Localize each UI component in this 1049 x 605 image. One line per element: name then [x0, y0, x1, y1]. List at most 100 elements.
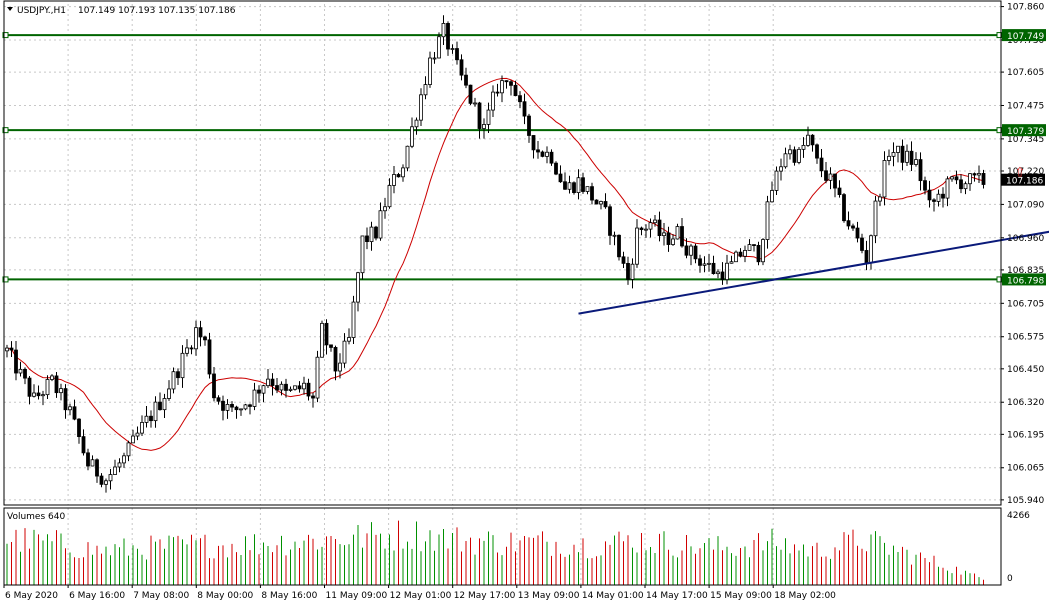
candle-body: [923, 180, 927, 191]
candle-body: [545, 151, 549, 157]
candle-body: [945, 178, 950, 199]
candle-body: [320, 322, 324, 358]
candle-body: [342, 340, 347, 364]
candle-body: [563, 181, 567, 190]
candle-body: [369, 226, 374, 243]
candle-body: [477, 102, 482, 129]
price-tick-label: 105.940: [1007, 496, 1044, 506]
price-tick-label: 107.090: [1007, 200, 1044, 210]
candle-body: [212, 373, 216, 399]
trendline: [578, 230, 1049, 315]
level-tag-box: [1002, 29, 1046, 42]
moving-average-line: [6, 77, 984, 451]
candle-body: [891, 152, 896, 157]
candle-body: [599, 201, 603, 205]
candle-body: [396, 174, 401, 178]
level-handle-left: [2, 127, 9, 134]
level-tag-box: [1002, 273, 1046, 286]
volume-bars: [6, 520, 984, 585]
current-price-box: [1001, 173, 1045, 186]
candle-body: [180, 352, 185, 379]
candle-body: [414, 119, 419, 128]
time-tick-label: 8 May 00:00: [197, 591, 253, 601]
candle-body: [581, 177, 585, 192]
candle-body: [419, 94, 423, 121]
price-tick-label: 107.605: [1007, 68, 1044, 78]
candle-body: [716, 271, 720, 275]
candle-body: [284, 383, 288, 391]
candle-body: [711, 262, 716, 275]
time-tick-label: 18 May 02:00: [774, 591, 836, 601]
candle-body: [189, 347, 194, 350]
candle-body: [243, 404, 248, 410]
volume-panel-label: Volumes 640: [7, 512, 65, 522]
level-tag-box: [1002, 124, 1046, 137]
level-price-tags: 107.749 107.379 106.798: [1002, 29, 1046, 286]
candle-body: [554, 162, 558, 175]
time-tick-label: 14 May 01:00: [582, 591, 644, 601]
candle-body: [936, 193, 941, 202]
candle-body: [743, 250, 747, 257]
candle-body: [144, 415, 149, 423]
candle-body: [914, 159, 918, 165]
candle-body: [626, 262, 630, 280]
price-tick-label: 106.960: [1007, 234, 1044, 244]
candle-body: [275, 385, 279, 391]
candle-body: [311, 395, 315, 399]
candle-body: [23, 368, 27, 379]
candle-body: [401, 167, 405, 178]
candle-body: [351, 301, 356, 338]
candle-body: [792, 149, 797, 163]
candle-body: [932, 199, 936, 202]
candle-body: [270, 378, 275, 386]
candle-body: [365, 235, 369, 243]
candle-body: [158, 401, 162, 411]
candle-body: [329, 344, 333, 348]
candle-body: [603, 201, 608, 208]
candle-body: [531, 135, 536, 151]
time-tick-label: 11 May 09:00: [326, 591, 388, 601]
candle-body: [410, 126, 414, 147]
price-tick-label: 106.835: [1007, 266, 1044, 276]
candle-body: [36, 392, 41, 397]
candle-body: [486, 109, 491, 125]
candle-body: [185, 347, 189, 354]
candle-body: [900, 145, 905, 163]
candle-body: [540, 151, 545, 157]
candle-body: [801, 144, 806, 150]
candle-body: [887, 155, 891, 161]
candle-body: [729, 261, 734, 264]
candle-body: [671, 238, 675, 245]
candle-body: [162, 398, 167, 411]
candle-body: [621, 256, 626, 264]
level-handle-left: [2, 32, 9, 39]
candle-body: [18, 368, 23, 374]
volume-zero-label: 0: [1007, 574, 1013, 584]
candle-body: [905, 150, 909, 163]
candle-body: [140, 422, 144, 434]
candle-body: [491, 91, 495, 111]
up-arrow-icon[interactable]: ⇧: [1015, 165, 1026, 180]
candle-body: [248, 404, 252, 407]
symbol-dropdown-icon[interactable]: [7, 7, 13, 11]
candle-body: [437, 36, 441, 59]
candle-body: [230, 404, 234, 408]
candle-body: [5, 347, 9, 352]
candle-body: [423, 84, 428, 96]
candle-body: [450, 48, 455, 50]
level-tag-value: 107.749: [1007, 32, 1044, 42]
candle-body: [149, 415, 153, 422]
time-tick-label: 6 May 2020: [5, 591, 58, 601]
candle-body: [630, 263, 635, 280]
moving-average: [6, 77, 984, 451]
horizontal-levels[interactable]: [2, 32, 1003, 283]
candle-body: [504, 80, 509, 83]
candle-body: [567, 182, 572, 190]
candle-body: [72, 406, 77, 420]
candle-body: [981, 173, 986, 185]
candle-body: [774, 170, 779, 191]
trendline-layer[interactable]: [578, 225, 1049, 315]
candle-body: [968, 173, 972, 185]
